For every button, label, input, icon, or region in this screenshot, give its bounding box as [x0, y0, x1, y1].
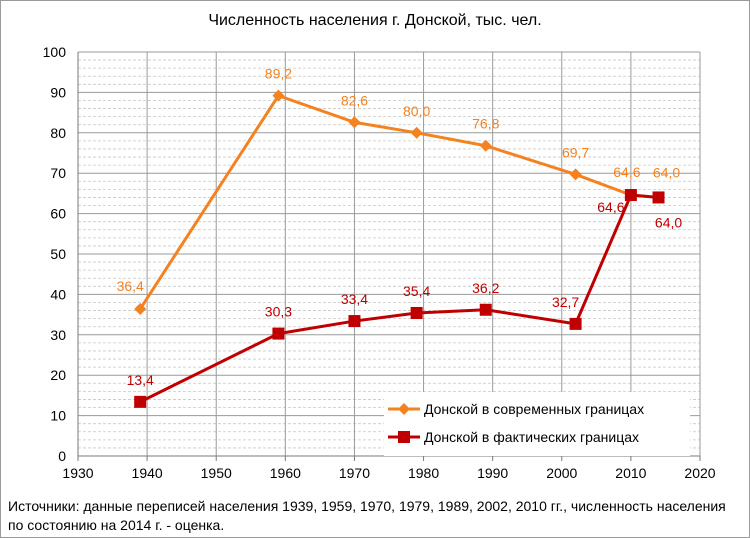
data-label: 36,4	[117, 278, 144, 294]
y-tick-label: 30	[50, 327, 66, 343]
x-tick-label: 1940	[132, 465, 163, 481]
source-footnote: Источники: данные переписей населения 19…	[8, 498, 726, 533]
data-point	[272, 327, 285, 340]
series-1: 36,4 89,2 82,6 80,0 76,8 69,7 64,6 64,0	[117, 66, 680, 315]
series-line	[138, 94, 659, 310]
legend: Донской в современных границах Донской в …	[384, 392, 690, 456]
legend-box	[384, 392, 690, 456]
data-label: 35,4	[403, 283, 430, 299]
data-label: 64,6	[597, 199, 624, 215]
x-tick-label: 1960	[270, 465, 301, 481]
y-tick-label: 100	[43, 44, 67, 60]
data-point	[410, 126, 423, 139]
data-label: 69,7	[562, 144, 589, 160]
y-tick-label: 10	[50, 408, 66, 424]
x-tick-label: 1990	[477, 465, 508, 481]
x-tick-label: 1930	[62, 465, 93, 481]
legend-label: Донской в современных границах	[424, 401, 644, 417]
y-tick-label: 70	[50, 165, 66, 181]
x-tick-label: 2010	[615, 465, 646, 481]
chart-title: Численность населения г. Донской, тыс. ч…	[208, 12, 542, 29]
minor-gridlines	[78, 59, 700, 449]
y-tick-label: 20	[50, 367, 66, 383]
data-label: 64,0	[655, 214, 682, 230]
data-label: 13,4	[127, 372, 154, 388]
series-line	[139, 193, 659, 404]
legend-label: Донской в фактических границах	[424, 429, 639, 445]
data-label: 89,2	[265, 66, 292, 82]
data-point	[624, 189, 637, 202]
data-label: 30,3	[265, 304, 292, 320]
data-label: 82,6	[341, 92, 368, 108]
data-point	[652, 191, 665, 204]
x-tick-label: 2000	[546, 465, 577, 481]
series-2: 13,4 30,3 33,4 35,4 36,2 32,7 64,6 64,0	[127, 189, 682, 408]
y-tick-label: 40	[50, 286, 66, 302]
data-label: 64,0	[653, 164, 680, 180]
x-tick-label: 1970	[339, 465, 370, 481]
legend-marker	[398, 403, 410, 415]
data-point	[569, 317, 582, 330]
data-label: 33,4	[341, 291, 368, 307]
y-tick-label: 90	[50, 84, 66, 100]
data-point	[479, 303, 492, 316]
data-label: 36,2	[472, 280, 499, 296]
data-point	[134, 395, 147, 408]
legend-marker	[398, 431, 410, 443]
y-tick-label: 0	[58, 448, 66, 464]
x-tick-label: 2020	[684, 465, 715, 481]
y-tick-label: 80	[50, 125, 66, 141]
x-tick-label: 1980	[408, 465, 439, 481]
data-point	[348, 116, 361, 129]
data-label: 32,7	[552, 294, 579, 310]
data-point	[134, 302, 147, 315]
data-point	[569, 168, 582, 181]
data-label: 76,8	[472, 116, 499, 132]
data-point	[410, 306, 423, 319]
data-label: 64,6	[613, 164, 640, 180]
data-point	[348, 315, 361, 328]
y-tick-label: 50	[50, 246, 66, 262]
data-point	[272, 89, 285, 102]
data-label: 80,0	[403, 103, 430, 119]
data-point	[479, 139, 492, 152]
x-tick-label: 1950	[201, 465, 232, 481]
y-tick-label: 60	[50, 206, 66, 222]
